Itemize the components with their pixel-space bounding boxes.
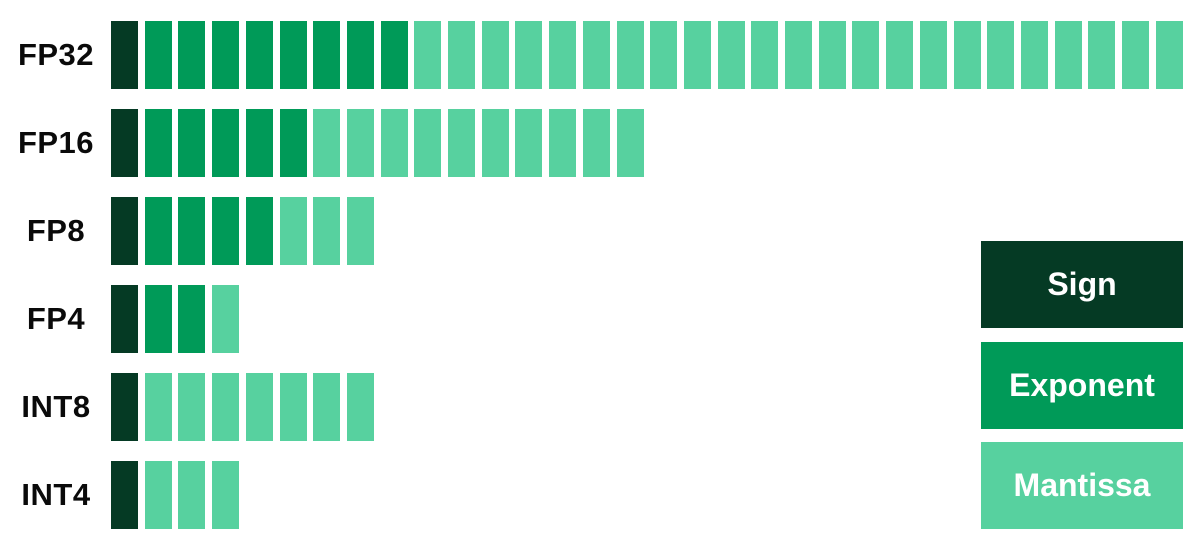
legend-exponent-label: Exponent (1009, 367, 1155, 403)
exponent-bit (381, 21, 408, 89)
mantissa-bit (347, 109, 374, 177)
mantissa-bit (954, 21, 981, 89)
mantissa-bit (617, 109, 644, 177)
sign-bit (111, 109, 138, 177)
exponent-bit (212, 109, 239, 177)
legend-sign-label: Sign (1047, 266, 1117, 302)
mantissa-bit (178, 461, 205, 529)
exponent-bit (313, 21, 340, 89)
mantissa-bit (515, 109, 542, 177)
mantissa-bit (718, 21, 745, 89)
exponent-bit (212, 197, 239, 265)
mantissa-bit (448, 109, 475, 177)
mantissa-bit (1122, 21, 1149, 89)
mantissa-bit (684, 21, 711, 89)
exponent-bit (145, 285, 172, 353)
mantissa-bit (1055, 21, 1082, 89)
mantissa-bit (650, 21, 677, 89)
exponent-bit (178, 21, 205, 89)
mantissa-bit (1021, 21, 1048, 89)
mantissa-bit (280, 373, 307, 441)
mantissa-bit (482, 21, 509, 89)
format-row-fp4: FP4 (0, 285, 1200, 353)
mantissa-bit (751, 21, 778, 89)
mantissa-bit (145, 461, 172, 529)
format-label: INT8 (21, 389, 91, 424)
format-label: INT4 (21, 477, 91, 512)
mantissa-bit (549, 21, 576, 89)
mantissa-bit (347, 373, 374, 441)
mantissa-bit (583, 109, 610, 177)
exponent-bit (145, 197, 172, 265)
mantissa-bit (549, 109, 576, 177)
legend-sign: Sign (981, 241, 1183, 328)
mantissa-bit (178, 373, 205, 441)
mantissa-bit (448, 21, 475, 89)
mantissa-bit (313, 373, 340, 441)
exponent-bit (145, 109, 172, 177)
sign-bit (111, 197, 138, 265)
mantissa-bit (347, 197, 374, 265)
mantissa-bit (920, 21, 947, 89)
format-row-int4: INT4 (0, 461, 1200, 529)
mantissa-bit (515, 21, 542, 89)
mantissa-bit (212, 285, 239, 353)
exponent-bit (178, 197, 205, 265)
exponent-bit (178, 109, 205, 177)
mantissa-bit (381, 109, 408, 177)
exponent-bit (246, 197, 273, 265)
legend-exponent: Exponent (981, 342, 1183, 429)
mantissa-bit (212, 461, 239, 529)
format-label: FP32 (17, 37, 95, 72)
mantissa-bit (1088, 21, 1115, 89)
legend-mantissa: Mantissa (981, 442, 1183, 529)
format-row-fp32: FP32 (0, 21, 1200, 89)
format-row-fp8: FP8 (0, 197, 1200, 265)
mantissa-bit (280, 197, 307, 265)
exponent-bit (145, 21, 172, 89)
exponent-bit (280, 109, 307, 177)
sign-bit (111, 285, 138, 353)
exponent-bit (212, 21, 239, 89)
mantissa-bit (886, 21, 913, 89)
exponent-bit (246, 21, 273, 89)
sign-bit (111, 461, 138, 529)
mantissa-bit (785, 21, 812, 89)
sign-bit (111, 21, 138, 89)
mantissa-bit (313, 197, 340, 265)
exponent-bit (280, 21, 307, 89)
mantissa-bit (617, 21, 644, 89)
exponent-bit (246, 109, 273, 177)
format-row-fp16: FP16 (0, 109, 1200, 177)
mantissa-bit (145, 373, 172, 441)
format-row-int8: INT8 (0, 373, 1200, 441)
mantissa-bit (414, 109, 441, 177)
mantissa-bit (246, 373, 273, 441)
legend-mantissa-label: Mantissa (1013, 467, 1151, 503)
exponent-bit (178, 285, 205, 353)
mantissa-bit (987, 21, 1014, 89)
format-label: FP8 (26, 213, 86, 248)
mantissa-bit (819, 21, 846, 89)
mantissa-bit (1156, 21, 1183, 89)
sign-bit (111, 373, 138, 441)
mantissa-bit (212, 373, 239, 441)
mantissa-bit (414, 21, 441, 89)
mantissa-bit (852, 21, 879, 89)
exponent-bit (347, 21, 374, 89)
mantissa-bit (313, 109, 340, 177)
mantissa-bit (482, 109, 509, 177)
format-label: FP4 (26, 301, 86, 336)
mantissa-bit (583, 21, 610, 89)
format-label: FP16 (17, 125, 95, 160)
